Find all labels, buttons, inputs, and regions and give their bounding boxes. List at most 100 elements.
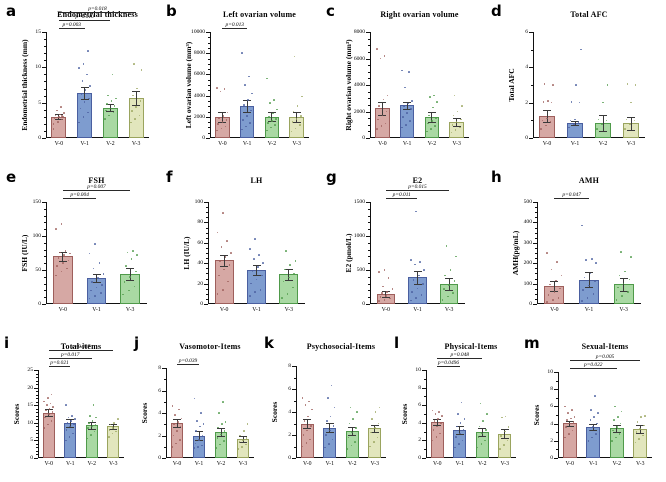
x-tick-label-V-3: V-3 (626, 141, 636, 147)
error-bar (448, 278, 450, 290)
data-point (448, 284, 450, 286)
data-point (245, 436, 248, 439)
x-tick-label-V-2: V-2 (87, 461, 96, 467)
y-tick (366, 236, 370, 237)
data-point (479, 402, 482, 405)
error-cap (243, 112, 252, 114)
y-tick-label: 0 (158, 455, 161, 461)
error-cap (589, 430, 598, 432)
y-tick-label: 5 (30, 437, 33, 444)
data-point (116, 418, 119, 421)
y-tick (34, 422, 38, 424)
data-point (410, 299, 412, 302)
y-tick-label: 0 (362, 135, 365, 141)
data-point (325, 434, 327, 436)
data-point (217, 123, 220, 125)
data-point (224, 125, 227, 128)
significance-label: p=0.021 (50, 359, 69, 366)
panel-title-h: AMH (578, 176, 600, 185)
y-tick-minor (207, 47, 210, 49)
y-tick-label: 0 (529, 301, 532, 307)
y-tick-minor (367, 229, 370, 231)
error-cap (636, 425, 645, 427)
data-point (435, 436, 438, 438)
data-point (546, 252, 548, 254)
data-point (588, 284, 590, 287)
y-tick-minor (35, 380, 38, 382)
data-point (568, 422, 571, 425)
y-tick-minor (293, 377, 296, 379)
y-tick-minor (163, 424, 166, 426)
data-point (90, 434, 92, 436)
data-point (550, 101, 553, 104)
error-cap (54, 119, 63, 121)
data-point (55, 109, 58, 112)
data-point (501, 416, 503, 419)
data-point (171, 405, 174, 408)
y-tick-minor (423, 378, 426, 380)
y-tick (34, 370, 38, 371)
data-point (550, 268, 553, 271)
data-point (123, 281, 126, 284)
x-tick-label-V-2: V-2 (612, 461, 621, 467)
y-tick-minor (163, 401, 166, 403)
data-point (226, 239, 228, 242)
data-point (449, 269, 452, 271)
error-cap (619, 290, 628, 292)
y-tick (533, 222, 537, 224)
error-cap (173, 419, 181, 421)
data-point (453, 94, 456, 97)
data-point (193, 447, 196, 449)
data-point (88, 97, 90, 100)
data-point (201, 434, 204, 437)
error-cap (106, 111, 115, 113)
data-point (436, 425, 439, 428)
data-point (134, 118, 136, 120)
data-point (611, 440, 613, 442)
y-tick (554, 423, 558, 425)
data-point (281, 297, 283, 299)
data-point (67, 416, 70, 419)
data-point (461, 439, 464, 442)
error-bar (329, 423, 331, 432)
data-point (251, 92, 254, 95)
data-point (386, 94, 389, 97)
error-cap (619, 278, 628, 280)
data-point (242, 119, 244, 121)
y-tick-minor (43, 290, 46, 292)
data-point (196, 420, 198, 422)
data-point (89, 84, 91, 87)
error-bar (616, 424, 618, 432)
error-cap (87, 428, 96, 430)
data-point (111, 73, 114, 76)
data-point (271, 120, 273, 122)
data-point (252, 258, 255, 260)
data-point (70, 420, 72, 422)
error-cap (565, 425, 574, 427)
data-point (246, 114, 248, 117)
data-point (324, 446, 326, 449)
error-bar (129, 267, 131, 281)
y-tick-label: 8000 (193, 50, 205, 57)
x-axis-j (166, 457, 254, 458)
error-bar (296, 111, 298, 122)
significance-line (554, 198, 589, 199)
data-point (635, 431, 638, 433)
y-tick-minor (534, 212, 537, 214)
x-tick-label-V-0: V-0 (218, 141, 227, 147)
y-tick-label: 100 (32, 233, 41, 239)
data-point (503, 430, 506, 433)
y-tick-minor (35, 398, 38, 400)
error-bar (288, 268, 290, 281)
y-axis-g (370, 202, 371, 304)
y-tick-minor (43, 123, 46, 125)
y-tick-minor (205, 217, 208, 219)
data-point (295, 118, 298, 120)
y-axis-label-j: Scores (140, 402, 149, 424)
significance-label: p=0.004 (70, 191, 89, 198)
y-tick (366, 202, 370, 203)
data-point (173, 423, 176, 426)
y-tick-minor (43, 208, 46, 210)
data-point (425, 130, 428, 133)
data-point (64, 439, 67, 442)
